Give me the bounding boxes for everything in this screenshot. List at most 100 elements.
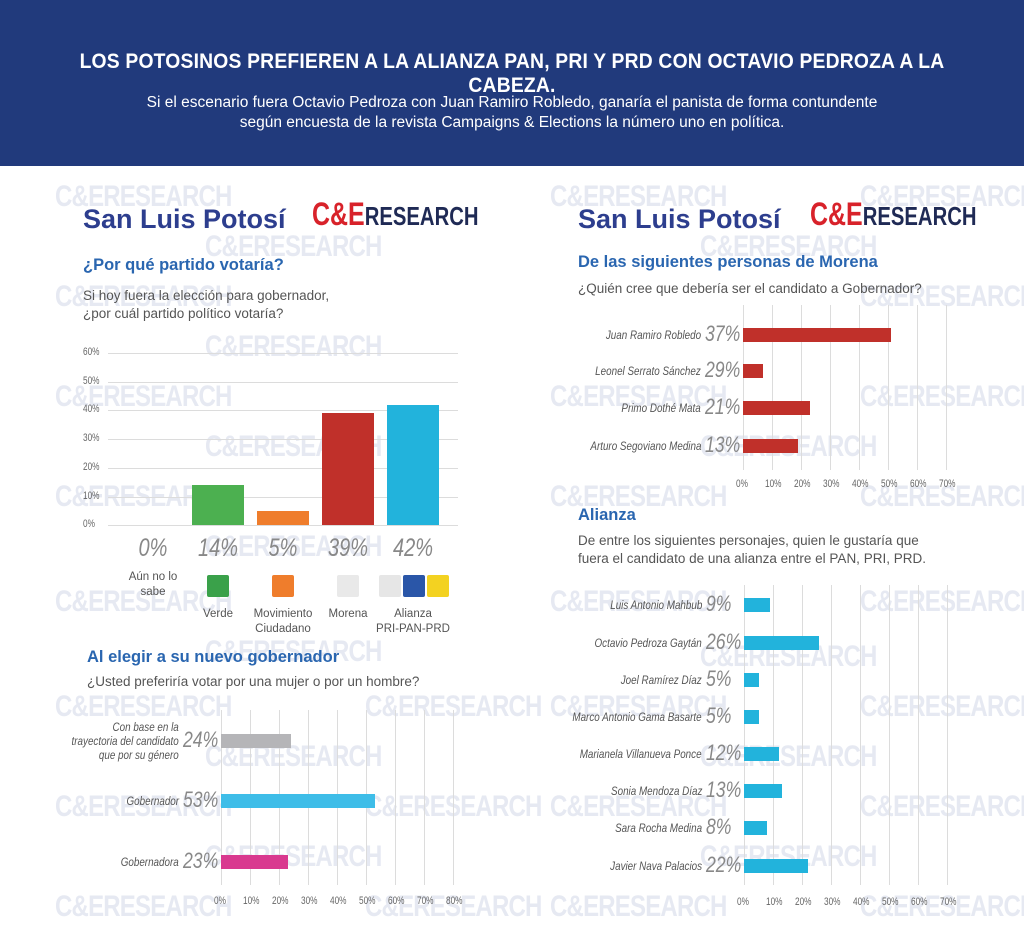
- gridline: [744, 585, 745, 885]
- x-tick-label: 70%: [939, 478, 956, 490]
- gridline: [830, 305, 831, 470]
- watermark-logo: C&ERESEARCH: [550, 180, 727, 213]
- watermark-logo: C&ERESEARCH: [205, 635, 382, 668]
- bar: [744, 859, 808, 873]
- x-tick-label: 70%: [417, 895, 434, 907]
- watermark-logo: C&ERESEARCH: [55, 380, 232, 413]
- category-label: Gobernador: [126, 794, 179, 808]
- watermark-logo: C&ERESEARCH: [550, 690, 727, 723]
- watermark-logo: C&ERESEARCH: [700, 740, 877, 773]
- gridline: [108, 525, 458, 527]
- watermark-logo: C&ERESEARCH: [860, 790, 1024, 823]
- gridline: [947, 585, 948, 885]
- watermark-logo: C&ERESEARCH: [55, 280, 232, 313]
- y-tick-label: 60%: [83, 346, 100, 358]
- category-label: Aún no lo sabe: [128, 571, 178, 598]
- x-tick-label: 10%: [765, 478, 782, 490]
- y-tick-label: 40%: [83, 403, 100, 416]
- y-tick-label: 0%: [83, 518, 95, 531]
- y-tick-label: 30%: [83, 432, 100, 445]
- bar: [743, 401, 810, 415]
- watermark-logo: C&ERESEARCH: [365, 890, 542, 923]
- x-tick-label: 50%: [882, 896, 899, 908]
- header-banner: LOS POTOSINOS PREFIEREN A LA ALIANZA PAN…: [0, 0, 1024, 166]
- verde-logo-icon: [207, 575, 229, 597]
- value-label: 29%: [705, 357, 741, 382]
- gridline: [395, 710, 396, 885]
- bar-verde: [192, 484, 244, 525]
- gridline: [743, 305, 744, 470]
- watermark-logo: C&ERESEARCH: [55, 180, 232, 213]
- category-label: Octavio Pedroza Gaytán: [594, 636, 702, 650]
- chart1-title: ¿Por qué partido votaría?: [83, 256, 284, 274]
- subheadline-line-1: Si el escenario fuera Octavio Pedroza co…: [146, 94, 878, 111]
- category-label: Juan Ramiro Robledo: [605, 328, 701, 342]
- bar: [744, 747, 779, 761]
- watermark-logo: C&ERESEARCH: [55, 890, 232, 923]
- watermark-logo: C&ERESEARCH: [205, 330, 382, 363]
- value-label: 5%: [268, 534, 298, 562]
- value-label: 5%: [706, 703, 732, 728]
- headline: LOS POTOSINOS PREFIEREN A LA ALIANZA PAN…: [79, 50, 945, 97]
- x-tick-label: 20%: [795, 896, 812, 908]
- gridline: [108, 353, 458, 354]
- watermark-logo: C&ERESEARCH: [205, 230, 382, 263]
- x-tick-label: 20%: [794, 478, 811, 490]
- subheadline-line-2: según encuesta de la revista Campaigns &…: [239, 114, 785, 131]
- value-label: 8%: [706, 814, 732, 839]
- bar: [744, 673, 759, 687]
- value-label: 23%: [183, 848, 219, 873]
- category-label: Sonia Mendoza Díaz: [610, 784, 702, 798]
- x-tick-label: 0%: [737, 896, 749, 908]
- x-tick-label: 40%: [853, 896, 870, 908]
- chart3-question: ¿Quién cree que debería ser el candidato…: [578, 281, 922, 296]
- watermark-logo: C&ERESEARCH: [205, 530, 382, 563]
- watermark-logo: C&ERESEARCH: [550, 585, 727, 618]
- category-label: Marco Antonio Gama Basarte: [572, 710, 702, 724]
- gridline: [802, 585, 803, 885]
- category-label: Arturo Segoviano Medina: [589, 439, 701, 453]
- bar: [221, 734, 291, 748]
- value-label: 53%: [183, 787, 219, 812]
- y-tick-label: 50%: [83, 374, 100, 387]
- x-tick-label: 30%: [301, 895, 318, 907]
- watermark-logo: C&ERESEARCH: [550, 480, 727, 513]
- value-label: 21%: [705, 394, 741, 419]
- gridline: [860, 585, 861, 885]
- x-tick-label: 30%: [824, 896, 841, 908]
- ce-research-logo-right: C&ERESEARCH: [810, 196, 977, 232]
- chart4-title: Alianza: [578, 506, 636, 524]
- watermark-logo: C&ERESEARCH: [550, 790, 727, 823]
- gridline: [108, 467, 458, 469]
- category-label: Morena: [328, 608, 368, 620]
- movimiento-ciudadano-logo-icon: [272, 575, 294, 597]
- gridline: [772, 305, 773, 470]
- gridline: [108, 410, 458, 412]
- bar: [744, 821, 768, 835]
- x-tick-label: 60%: [911, 896, 928, 908]
- value-label: 22%: [706, 852, 742, 877]
- chart4-question: De entre los siguientes personajes, quie…: [578, 533, 926, 566]
- value-label: 14%: [197, 534, 239, 562]
- x-tick-label: 40%: [852, 478, 869, 490]
- category-label: Movimiento Ciudadano: [253, 608, 313, 635]
- alliance-logos-icon: [379, 575, 449, 597]
- watermark-logo: C&ERESEARCH: [860, 480, 1024, 513]
- category-label: Primo Dothé Mata: [621, 401, 701, 415]
- gridline: [917, 305, 918, 470]
- chart1-question: Si hoy fuera la elección para gobernador…: [83, 288, 330, 321]
- gridline: [918, 585, 919, 885]
- value-label: 9%: [706, 591, 732, 616]
- y-tick-label: 20%: [83, 460, 100, 473]
- x-tick-label: 40%: [330, 895, 347, 907]
- category-label: Sara Rocha Medina: [615, 821, 702, 835]
- category-label: Javier Nava Palacios: [610, 859, 702, 873]
- category-label: Joel Ramírez Díaz: [621, 673, 702, 687]
- value-label: 13%: [705, 432, 741, 457]
- right-place-title: San Luis Potosí: [578, 204, 781, 234]
- chart2-title: Al elegir a su nuevo gobernador: [87, 648, 340, 666]
- x-tick-label: 60%: [388, 895, 405, 907]
- x-tick-label: 0%: [214, 895, 226, 907]
- x-tick-label: 10%: [243, 895, 260, 907]
- value-label: 5%: [706, 666, 732, 691]
